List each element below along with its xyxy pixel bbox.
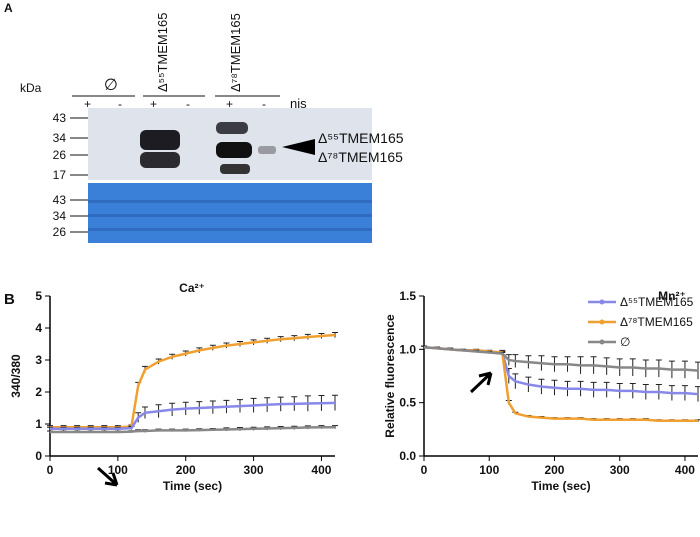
marker-label: 34	[53, 209, 67, 223]
chart-title: Mn²⁺	[658, 289, 686, 303]
error-bar	[695, 386, 700, 402]
y-axis-label: 340/380	[9, 354, 23, 398]
lane-label: -	[186, 97, 190, 111]
legend-label: Δ⁷⁸TMEM165	[620, 315, 693, 329]
arrow	[469, 371, 493, 394]
y-tick-label: 1.0	[399, 342, 416, 356]
y-tick-label: 5	[35, 289, 42, 303]
marker-label: 34	[53, 131, 67, 145]
series-line	[50, 333, 336, 429]
y-tick-label: 0.5	[399, 396, 416, 410]
x-tick-label: 200	[544, 463, 564, 477]
unit-label: kDa	[20, 81, 42, 95]
band-label: Δ⁵⁵TMEM165	[318, 130, 404, 146]
series	[421, 345, 700, 423]
series-line	[50, 401, 336, 431]
x-tick-label: 0	[47, 463, 54, 477]
y-tick-label: 1.5	[399, 289, 416, 303]
marker-label: 26	[53, 148, 67, 162]
y-tick-label: 3	[35, 353, 42, 367]
series	[47, 425, 338, 434]
series-line	[423, 345, 699, 372]
x-tick-label: 300	[244, 463, 264, 477]
y-axis-label: Relative fluorescence	[383, 314, 397, 438]
group-label: Δ⁵⁵TMEM165	[155, 13, 170, 92]
legend-label: ∅	[620, 335, 630, 349]
legend-marker	[599, 339, 605, 345]
series-line	[50, 425, 335, 434]
x-tick-label: 100	[108, 463, 128, 477]
x-tick-label: 400	[675, 463, 695, 477]
lane-label: -	[118, 97, 122, 111]
x-tick-label: 400	[311, 463, 331, 477]
x-axis-label: Time (sec)	[531, 479, 590, 493]
marker-ticks	[70, 95, 280, 233]
marker-label: 43	[53, 111, 67, 125]
marker-label: 17	[53, 168, 67, 182]
x-tick-label: 200	[176, 463, 196, 477]
x-tick-label: 0	[421, 463, 428, 477]
lane-label: +	[150, 97, 157, 111]
series	[47, 331, 338, 429]
series	[421, 345, 700, 402]
legend-marker	[599, 319, 605, 325]
y-tick-label: 1	[35, 417, 42, 431]
band-label: Δ⁷⁸TMEM165	[318, 149, 403, 165]
band-arrow	[282, 139, 315, 155]
lane-label: -	[262, 97, 266, 111]
y-tick-label: 0	[35, 449, 42, 463]
x-tick-label: 300	[610, 463, 630, 477]
series-line	[423, 345, 698, 423]
marker-label: 43	[53, 193, 67, 207]
arrow	[96, 466, 119, 487]
lane-label: +	[226, 97, 233, 111]
x-axis-label: Time (sec)	[163, 479, 222, 493]
group-label: ∅	[104, 77, 118, 94]
group-label: Δ⁷⁸TMEM165	[228, 13, 243, 92]
treatment-label: nis	[290, 96, 307, 111]
legend-marker	[599, 299, 605, 305]
legend-label: Δ⁵⁵TMEM165	[620, 295, 694, 309]
y-tick-label: 0.0	[399, 449, 416, 463]
chart-title: Ca²⁺	[179, 281, 205, 295]
series-line	[423, 345, 699, 396]
y-tick-label: 4	[35, 321, 42, 335]
x-tick-label: 100	[479, 463, 499, 477]
series	[47, 394, 338, 431]
y-tick-label: 2	[35, 385, 42, 399]
series	[421, 345, 700, 380]
marker-label: 26	[53, 225, 67, 239]
lane-label: +	[84, 97, 91, 111]
panel-label: A	[4, 1, 13, 15]
panel-label: B	[4, 291, 15, 308]
blot-image	[88, 108, 372, 243]
